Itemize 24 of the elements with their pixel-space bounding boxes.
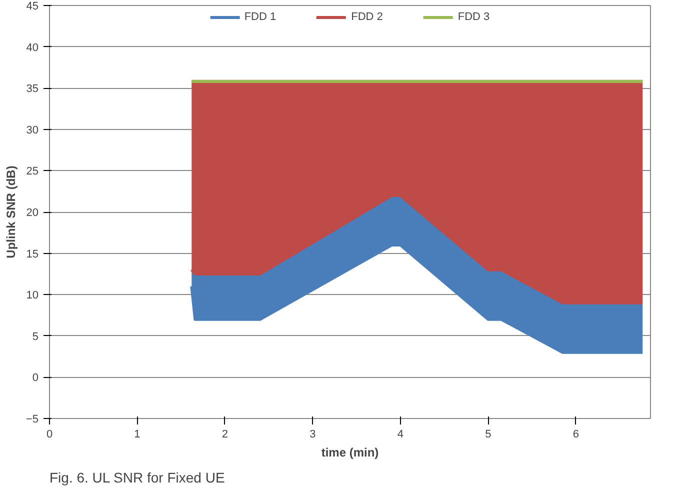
y-tick-label: 10	[26, 290, 39, 302]
y-tick-label: 35	[26, 83, 39, 96]
y-tick-label: 40	[26, 42, 39, 54]
y-tick-label: 30	[26, 124, 39, 136]
x-tick-label: 0	[46, 428, 53, 440]
x-axis-title: time (min)	[321, 446, 379, 460]
legend-label: FDD 2	[351, 11, 383, 23]
y-tick-label: 25	[26, 166, 39, 178]
x-tick-label: 3	[310, 428, 316, 440]
caption: Fig. 6. UL SNR for Fixed UE	[50, 470, 225, 486]
y-tick-label: 0	[32, 372, 39, 384]
y-tick-label: 20	[26, 207, 39, 219]
x-tick-label: 5	[485, 428, 492, 440]
y-tick-label: 5	[32, 330, 39, 343]
y-tick-label: 45	[26, 0, 39, 12]
legend-label: FDD 1	[244, 11, 276, 23]
y-tick-label: 15	[26, 248, 39, 260]
x-tick-label: 1	[134, 428, 140, 440]
x-tick-label: 2	[222, 428, 228, 440]
y-axis-title: Uplink SNR (dB)	[4, 166, 18, 258]
x-tick-label: 6	[572, 428, 579, 440]
y-tick-label: −5	[26, 414, 39, 426]
x-tick-label: 4	[397, 428, 404, 440]
legend-label: FDD 3	[458, 11, 490, 23]
